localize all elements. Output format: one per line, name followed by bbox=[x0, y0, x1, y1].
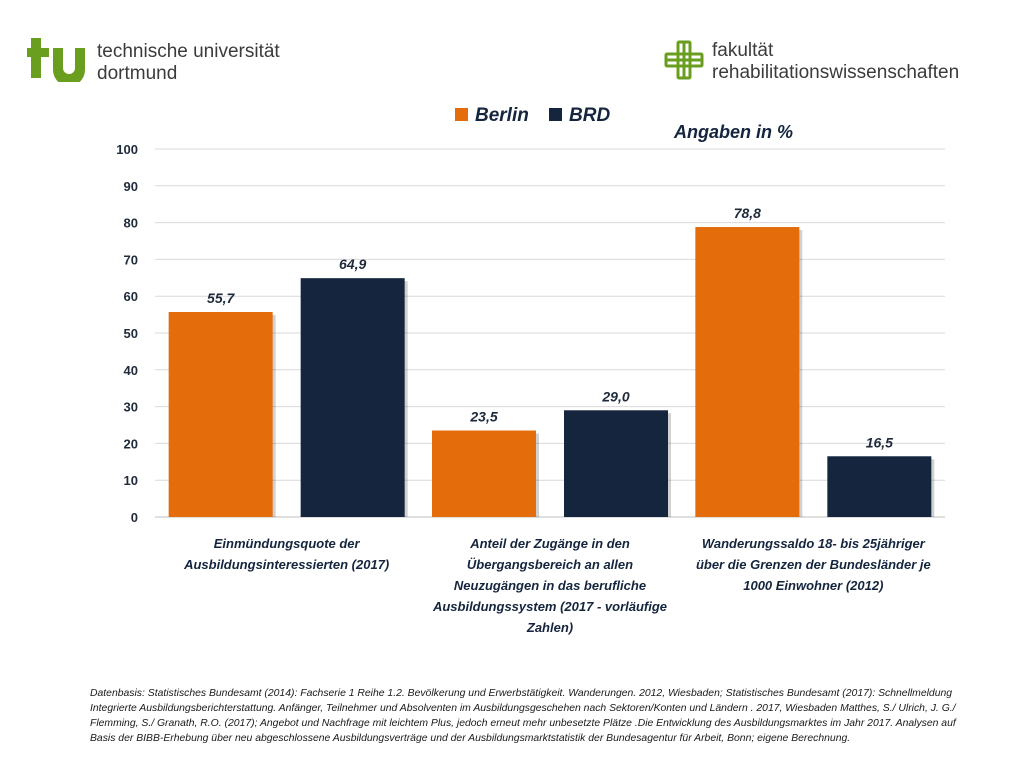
bar-chart: 0 10 20 30 40 50 60 70 80 90 100 55,7 64,9 23,5 29,0 7… bbox=[116, 105, 945, 635]
university-name-line-1: technische universität bbox=[97, 41, 280, 62]
faculty-name-line-2: rehabilitationswissenschaften bbox=[712, 62, 960, 83]
bar-berlin-2 bbox=[432, 430, 536, 517]
y-tick-label: 20 bbox=[124, 436, 138, 451]
y-tick-label: 0 bbox=[131, 510, 138, 525]
data-labels: 55,7 64,9 23,5 29,0 78,8 16,5 bbox=[207, 205, 893, 450]
value-label: 64,9 bbox=[339, 256, 366, 272]
university-name: technische universität dortmund bbox=[97, 41, 280, 85]
value-label: 78,8 bbox=[734, 205, 761, 221]
bar-brd-2 bbox=[564, 410, 668, 517]
category-label: Zahlen) bbox=[526, 620, 573, 635]
bar-brd-3 bbox=[827, 456, 932, 517]
x-axis-categories: Einmündungsquote der Ausbildungsinteressi… bbox=[183, 536, 931, 635]
chart-gridlines bbox=[155, 148, 945, 518]
y-tick-label: 40 bbox=[124, 363, 138, 378]
unit-label: Angaben in % bbox=[673, 122, 793, 142]
value-label: 29,0 bbox=[601, 388, 629, 404]
y-tick-label: 10 bbox=[124, 473, 138, 488]
chart-bars bbox=[168, 227, 935, 518]
y-tick-label: 30 bbox=[124, 400, 138, 415]
legend-swatch-brd bbox=[549, 108, 562, 121]
bar-berlin-1 bbox=[168, 312, 273, 517]
y-tick-label: 90 bbox=[124, 179, 138, 194]
tu-logo-icon bbox=[27, 38, 85, 82]
category-label: 1000 Einwohner (2012) bbox=[743, 578, 883, 593]
faculty-name-line-1: fakultät bbox=[712, 40, 774, 61]
source-note: Datenbasis: Statistisches Bundesamt (201… bbox=[90, 688, 956, 744]
category-label: Einmündungsquote der bbox=[214, 536, 361, 551]
faculty-name: fakultät rehabilitationswissenschaften bbox=[712, 40, 959, 84]
legend-label-brd: BRD bbox=[569, 105, 610, 126]
y-tick-label: 70 bbox=[124, 252, 138, 267]
y-tick-label: 100 bbox=[116, 142, 138, 157]
value-label: 55,7 bbox=[207, 290, 235, 306]
faculty-logo-icon bbox=[664, 40, 704, 80]
y-axis: 0 10 20 30 40 50 60 70 80 90 100 bbox=[116, 142, 138, 525]
category-label: Wanderungssaldo 18- bis 25jähriger bbox=[702, 536, 926, 551]
legend-label-berlin: Berlin bbox=[475, 105, 529, 126]
y-tick-label: 50 bbox=[124, 326, 138, 341]
university-name-line-2: dortmund bbox=[97, 63, 178, 84]
category-label: über die Grenzen der Bundesländer je bbox=[696, 557, 931, 572]
bar-brd-1 bbox=[300, 278, 405, 517]
y-tick-label: 80 bbox=[124, 216, 138, 231]
category-label: Übergangsbereich an allen bbox=[467, 557, 633, 572]
category-label: Anteil der Zugänge in den bbox=[469, 536, 630, 551]
chart-legend: Berlin BRD bbox=[455, 105, 610, 126]
y-tick-label: 60 bbox=[124, 289, 138, 304]
category-label: Ausbildungsinteressierten (2017) bbox=[183, 557, 389, 572]
value-label: 23,5 bbox=[469, 409, 497, 425]
legend-swatch-berlin bbox=[455, 108, 468, 121]
category-label: Neuzugängen in das berufliche bbox=[454, 578, 646, 593]
bar-berlin-3 bbox=[695, 227, 800, 518]
value-label: 16,5 bbox=[866, 434, 893, 450]
category-label: Ausbildungssystem (2017 - vorläufige bbox=[432, 599, 667, 614]
